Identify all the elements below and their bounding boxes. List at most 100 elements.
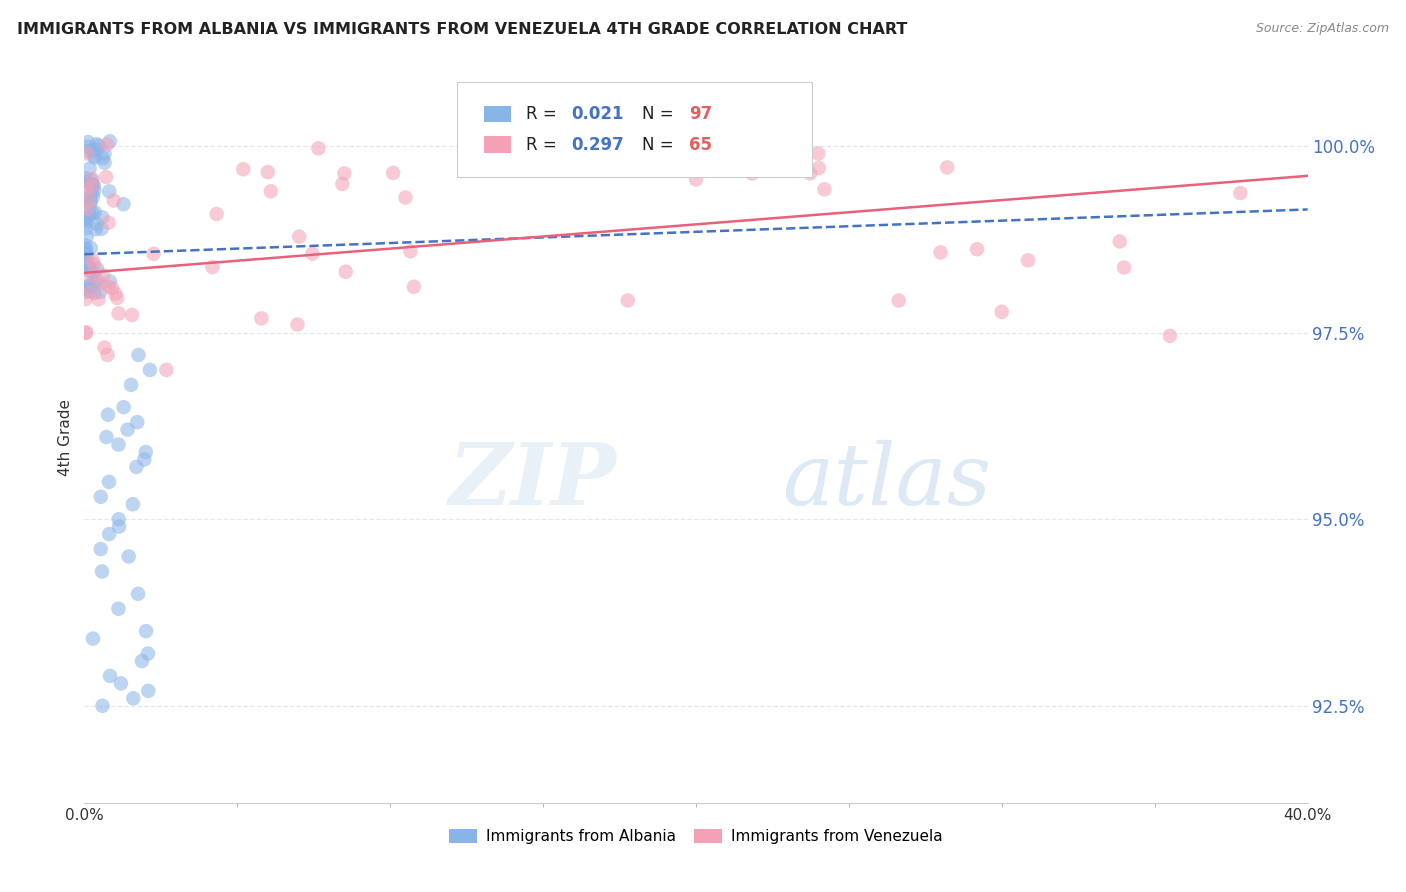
Point (135, 624, 157, 639)
Point (887, 293, 910, 308)
Text: 97: 97 (689, 104, 711, 123)
Text: 0.297: 0.297 (571, 136, 624, 153)
Point (77, 256, 100, 270)
Point (77, 194, 100, 208)
Point (90, 277, 112, 291)
Point (77, 135, 100, 149)
Point (807, 146, 830, 161)
Point (616, 293, 638, 308)
Point (98, 185, 121, 199)
Point (76, 139, 98, 153)
Point (107, 512, 129, 526)
Point (593, 132, 616, 146)
Point (79, 194, 101, 209)
Point (82, 172, 104, 186)
Text: 65: 65 (689, 136, 711, 153)
Point (79, 284, 101, 298)
Point (399, 244, 422, 259)
Point (90, 221, 112, 235)
Point (82, 265, 104, 279)
Point (93, 341, 115, 355)
Point (93, 155, 115, 169)
Point (83, 184, 105, 198)
Point (75, 285, 97, 299)
Text: N =: N = (643, 104, 679, 123)
Point (83, 178, 105, 193)
Point (155, 363, 177, 377)
Point (75, 244, 97, 258)
Point (741, 166, 763, 180)
Point (256, 165, 278, 179)
Point (121, 308, 143, 322)
Point (73, 171, 96, 186)
Point (80, 241, 103, 255)
Point (77, 205, 100, 219)
Point (96, 348, 118, 362)
Point (127, 587, 149, 601)
Point (82, 632, 104, 646)
Point (75, 215, 97, 229)
Point (382, 166, 405, 180)
Point (76, 144, 98, 158)
Point (1017, 253, 1039, 268)
Point (250, 311, 273, 326)
Point (86, 142, 108, 156)
Point (1229, 186, 1251, 200)
Point (82, 189, 104, 203)
Point (80, 173, 103, 187)
Point (87, 293, 110, 307)
Point (80, 180, 103, 194)
Point (75, 292, 97, 306)
Point (86, 217, 108, 231)
FancyBboxPatch shape (484, 136, 512, 153)
Point (77, 210, 100, 224)
Text: Source: ZipAtlas.com: Source: ZipAtlas.com (1256, 22, 1389, 36)
Point (79, 285, 101, 299)
Point (82, 206, 104, 220)
Point (91, 698, 114, 713)
Point (86, 272, 108, 286)
Point (335, 265, 357, 279)
Point (107, 437, 129, 451)
Point (76, 202, 98, 217)
Point (75, 281, 97, 295)
Point (83, 257, 105, 271)
Point (799, 166, 821, 180)
Point (131, 654, 153, 668)
Point (75, 174, 97, 188)
Point (107, 306, 129, 320)
Point (83, 277, 105, 291)
Point (75, 242, 97, 256)
Point (77, 263, 100, 277)
Point (205, 207, 228, 221)
Text: ZIP: ZIP (449, 439, 616, 523)
Point (76, 146, 98, 161)
Point (96, 137, 118, 152)
Point (79, 277, 101, 292)
Point (94, 170, 117, 185)
Point (121, 497, 143, 511)
Point (105, 291, 128, 305)
Point (108, 519, 131, 533)
Point (91, 565, 114, 579)
Point (122, 691, 145, 706)
Point (685, 172, 707, 186)
Text: 0.021: 0.021 (571, 104, 624, 123)
Point (929, 245, 952, 260)
Point (1108, 235, 1130, 249)
Point (112, 197, 135, 211)
Point (83, 151, 105, 165)
Point (120, 377, 142, 392)
Point (75, 326, 97, 340)
Point (260, 184, 283, 198)
Point (98, 527, 121, 541)
Point (134, 452, 156, 467)
Point (84, 205, 107, 219)
Point (107, 601, 129, 615)
Point (97, 279, 120, 293)
Point (136, 647, 159, 661)
Point (332, 177, 354, 191)
Text: atlas: atlas (782, 440, 991, 523)
Point (135, 445, 157, 459)
Point (91, 151, 114, 165)
